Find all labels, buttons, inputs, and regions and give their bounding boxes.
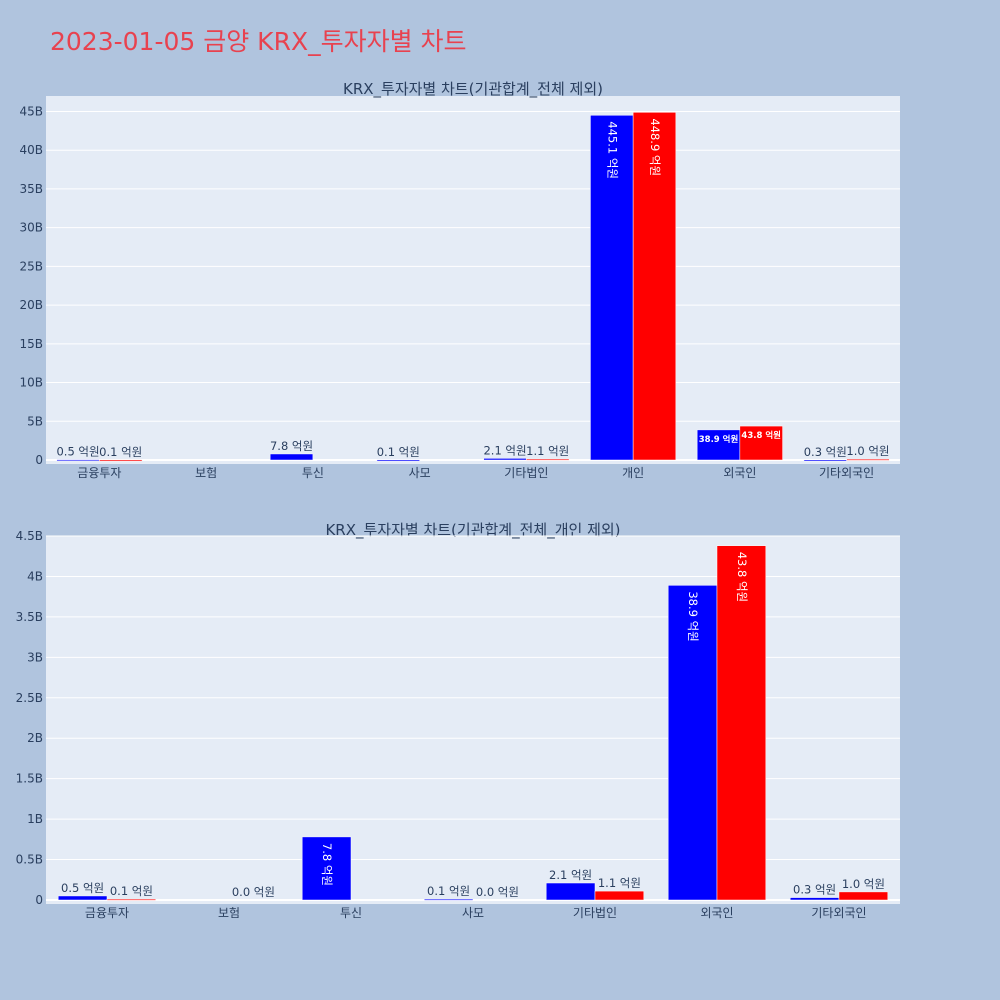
y-tick-label: 40B (19, 143, 43, 157)
bar (716, 545, 767, 901)
chart-title: KRX_투자자별 차트(기관합계_전체 제외) (343, 80, 603, 99)
data-label: 445.1 억원 (605, 121, 619, 179)
y-tick-label: 10B (19, 376, 43, 390)
x-tick-label: 기타외국인 (811, 906, 866, 920)
bar (526, 458, 570, 461)
bar (803, 459, 847, 462)
data-label: 7.8 억원 (320, 843, 334, 886)
y-tick-label: 4B (27, 569, 43, 583)
bar (423, 898, 474, 901)
x-tick-label: 기타법인 (504, 466, 548, 480)
y-tick-label: 3B (27, 650, 43, 664)
bar (56, 459, 100, 462)
data-label: 1.0 억원 (842, 877, 885, 891)
investor-chart-top: KRX_투자자별 차트(기관합계_전체 제외) 0 5B 10B 15B 20B 25B 30… (19, 80, 900, 480)
data-label: 0.1 억원 (110, 884, 153, 898)
x-tick-label: 금융투자 (85, 906, 129, 920)
data-label: 38.9 억원 (699, 434, 739, 445)
bar (269, 453, 314, 461)
x-tick-label: 투신 (340, 906, 362, 920)
data-label: 2.1 억원 (549, 868, 592, 882)
bar (594, 890, 645, 901)
bar (632, 112, 677, 461)
bar (106, 898, 157, 901)
data-label: 0.1 억원 (377, 445, 420, 459)
bar (846, 458, 890, 461)
y-tick-label: 4.5B (16, 529, 43, 543)
bar (483, 458, 527, 461)
bar (545, 882, 596, 901)
bar (590, 115, 634, 461)
data-label: 0.1 억원 (99, 445, 142, 459)
data-label: 0.5 억원 (56, 445, 99, 459)
data-label: 43.8 억원 (741, 430, 781, 441)
y-tick-label: 1.5B (16, 772, 43, 786)
y-tick-label: 30B (19, 221, 43, 235)
data-label: 1.1 억원 (598, 876, 641, 890)
x-tick-label: 기타법인 (573, 906, 617, 920)
bar (838, 891, 889, 901)
data-label: 2.1 억원 (483, 443, 526, 457)
data-label: 1.1 억원 (526, 444, 569, 458)
x-tick-label: 금융투자 (77, 466, 121, 480)
investor-chart-bottom: KRX_투자자별 차트(기관합계_전체_개인 제외) 0 0.5B 1B 1.5B 2B 2… (16, 521, 900, 920)
y-tick-label: 5B (27, 414, 43, 428)
chart-title: KRX_투자자별 차트(기관합계_전체_개인 제외) (325, 521, 620, 540)
bar (376, 459, 420, 462)
bar (667, 585, 718, 901)
y-tick-label: 45B (19, 104, 43, 118)
page-title: 2023-01-05 금양 KRX_투자자별 차트 (50, 27, 467, 56)
data-label: 38.9 억원 (686, 591, 700, 641)
y-tick-label: 15B (19, 337, 43, 351)
x-tick-label: 투신 (302, 466, 324, 480)
data-label: 1.0 억원 (846, 444, 889, 458)
y-tick-label: 0 (35, 893, 43, 907)
y-tick-label: 20B (19, 298, 43, 312)
y-tick-label: 2.5B (16, 691, 43, 705)
bar (789, 897, 840, 901)
data-label: 0.0 억원 (476, 885, 519, 899)
y-tick-label: 2B (27, 731, 43, 745)
y-tick-label: 0 (35, 453, 43, 467)
x-tick-label: 사모 (409, 466, 431, 480)
y-tick-label: 35B (19, 182, 43, 196)
data-label: 0.1 억원 (427, 884, 470, 898)
bar (739, 425, 783, 461)
y-tick-label: 3.5B (16, 610, 43, 624)
plot-area (46, 96, 900, 464)
plot-area (46, 536, 900, 904)
x-tick-label: 외국인 (723, 466, 756, 480)
data-label: 7.8 억원 (270, 439, 313, 453)
x-tick-label: 기타외국인 (819, 466, 874, 480)
data-label: 0.3 억원 (793, 883, 836, 897)
bar (99, 459, 143, 462)
data-label: 43.8 억원 (735, 552, 749, 602)
x-tick-label: 사모 (462, 906, 484, 920)
data-label: 0.0 억원 (232, 885, 275, 899)
x-tick-label: 보험 (218, 906, 240, 920)
y-tick-label: 1B (27, 812, 43, 826)
y-tick-label: 0.5B (16, 853, 43, 867)
data-label: 0.3 억원 (804, 445, 847, 459)
bar (301, 836, 352, 901)
x-tick-label: 외국인 (700, 906, 733, 920)
bar (696, 429, 741, 461)
x-tick-label: 보험 (195, 466, 217, 480)
data-label: 448.9 억원 (648, 118, 662, 176)
y-tick-label: 25B (19, 259, 43, 273)
data-label: 0.5 억원 (61, 881, 104, 895)
bar (57, 895, 108, 901)
x-tick-label: 개인 (622, 466, 644, 480)
